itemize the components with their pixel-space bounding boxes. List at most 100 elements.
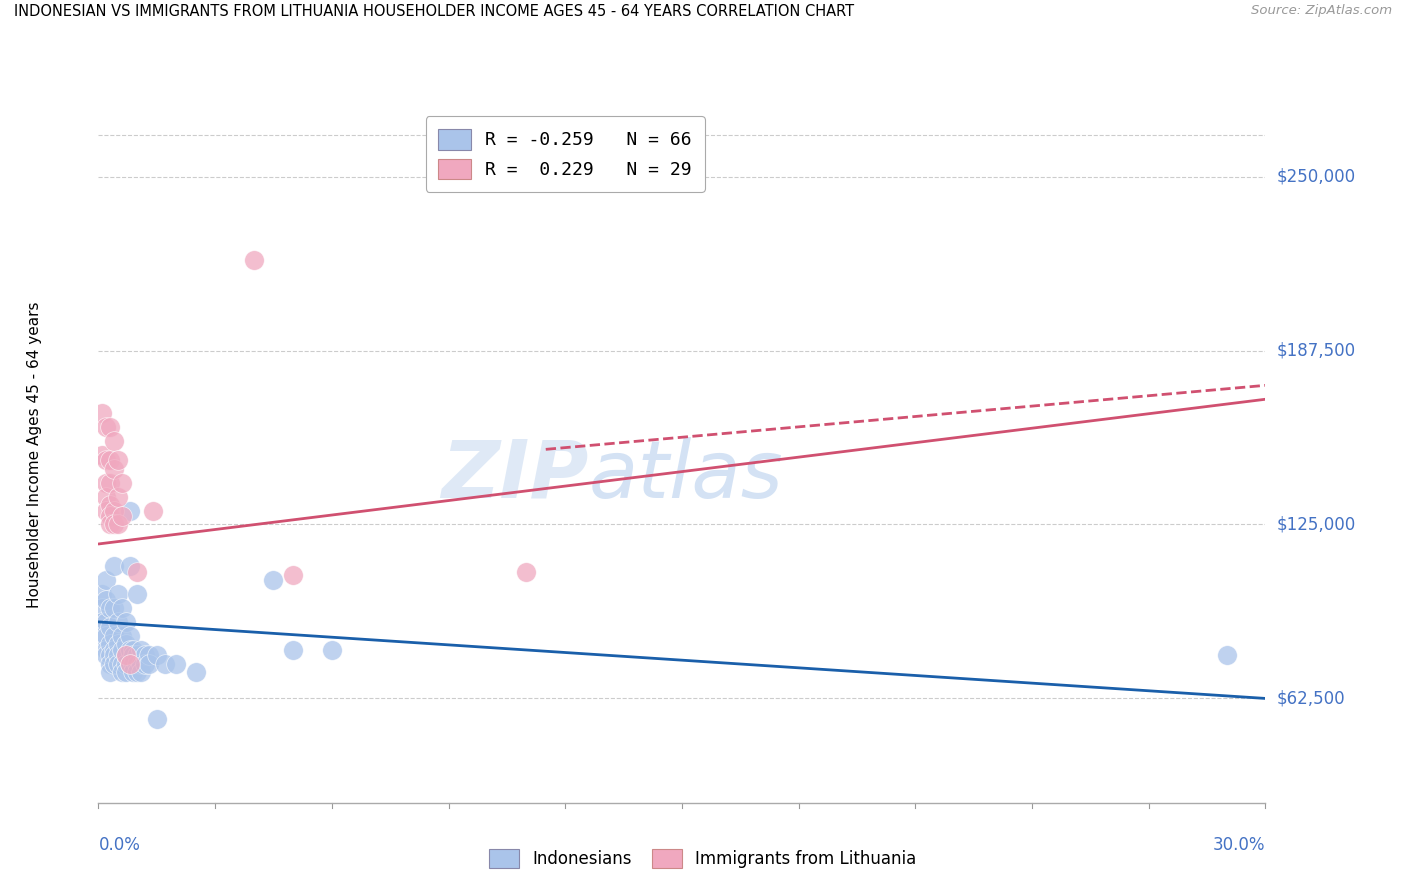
Point xyxy=(281,567,304,582)
Point xyxy=(91,448,114,462)
Text: ZIP: ZIP xyxy=(441,437,589,515)
Point xyxy=(114,615,136,629)
Point xyxy=(98,453,121,467)
Point xyxy=(107,490,129,504)
Legend: R = -0.259   N = 66, R =  0.229   N = 29: R = -0.259 N = 66, R = 0.229 N = 29 xyxy=(426,116,704,192)
Text: atlas: atlas xyxy=(589,437,783,515)
Point xyxy=(103,434,125,448)
Point xyxy=(103,601,125,615)
Point xyxy=(281,642,304,657)
Point xyxy=(321,642,343,657)
Point xyxy=(114,637,136,651)
Point xyxy=(122,657,145,671)
Point xyxy=(118,559,141,574)
Point xyxy=(103,517,125,532)
Point xyxy=(184,665,207,679)
Point xyxy=(1215,648,1237,663)
Point xyxy=(96,615,118,629)
Point xyxy=(129,642,152,657)
Point xyxy=(91,629,114,643)
Point xyxy=(96,420,118,434)
Point xyxy=(138,657,160,671)
Point xyxy=(96,648,118,663)
Point xyxy=(111,642,134,657)
Point xyxy=(122,642,145,657)
Point xyxy=(111,665,134,679)
Point xyxy=(122,648,145,663)
Point xyxy=(118,657,141,671)
Point xyxy=(98,637,121,651)
Text: Householder Income Ages 45 - 64 years: Householder Income Ages 45 - 64 years xyxy=(27,301,42,608)
Point xyxy=(96,642,118,657)
Point xyxy=(103,462,125,476)
Point xyxy=(114,648,136,663)
Point xyxy=(107,587,129,601)
Point xyxy=(98,517,121,532)
Text: 0.0%: 0.0% xyxy=(98,836,141,855)
Point xyxy=(107,615,129,629)
Point xyxy=(103,648,125,663)
Point xyxy=(103,657,125,671)
Point xyxy=(515,565,537,579)
Point xyxy=(96,453,118,467)
Point xyxy=(98,509,121,524)
Point xyxy=(91,587,114,601)
Point xyxy=(111,601,134,615)
Point xyxy=(107,648,129,663)
Point xyxy=(146,648,169,663)
Point xyxy=(96,503,118,517)
Point xyxy=(98,657,121,671)
Point xyxy=(98,620,121,634)
Point xyxy=(91,615,114,629)
Point xyxy=(103,629,125,643)
Point xyxy=(118,503,141,517)
Point xyxy=(98,420,121,434)
Point xyxy=(118,642,141,657)
Point xyxy=(98,498,121,512)
Point xyxy=(91,406,114,420)
Point xyxy=(138,648,160,663)
Point xyxy=(91,601,114,615)
Point xyxy=(107,637,129,651)
Point xyxy=(127,648,149,663)
Point xyxy=(107,517,129,532)
Point xyxy=(107,657,129,671)
Point xyxy=(114,665,136,679)
Point xyxy=(96,592,118,607)
Text: $62,500: $62,500 xyxy=(1277,690,1346,707)
Point xyxy=(98,665,121,679)
Point xyxy=(114,648,136,663)
Point xyxy=(153,657,176,671)
Point xyxy=(118,629,141,643)
Point xyxy=(111,475,134,490)
Text: Source: ZipAtlas.com: Source: ZipAtlas.com xyxy=(1251,4,1392,18)
Point xyxy=(96,629,118,643)
Legend: Indonesians, Immigrants from Lithuania: Indonesians, Immigrants from Lithuania xyxy=(482,842,924,875)
Point xyxy=(134,657,156,671)
Point xyxy=(165,657,187,671)
Point xyxy=(103,503,125,517)
Point xyxy=(114,657,136,671)
Text: $125,000: $125,000 xyxy=(1277,516,1357,533)
Point xyxy=(111,657,134,671)
Point xyxy=(127,665,149,679)
Point xyxy=(98,648,121,663)
Point xyxy=(262,573,284,587)
Point xyxy=(103,642,125,657)
Text: INDONESIAN VS IMMIGRANTS FROM LITHUANIA HOUSEHOLDER INCOME AGES 45 - 64 YEARS CO: INDONESIAN VS IMMIGRANTS FROM LITHUANIA … xyxy=(14,4,855,20)
Point xyxy=(118,657,141,671)
Point xyxy=(127,565,149,579)
Point xyxy=(111,509,134,524)
Point xyxy=(96,475,118,490)
Point xyxy=(107,453,129,467)
Point xyxy=(127,587,149,601)
Point xyxy=(142,503,165,517)
Point xyxy=(146,712,169,726)
Text: $187,500: $187,500 xyxy=(1277,342,1357,359)
Point xyxy=(111,629,134,643)
Point xyxy=(96,573,118,587)
Point xyxy=(98,601,121,615)
Text: $250,000: $250,000 xyxy=(1277,168,1357,186)
Point xyxy=(129,657,152,671)
Point xyxy=(127,657,149,671)
